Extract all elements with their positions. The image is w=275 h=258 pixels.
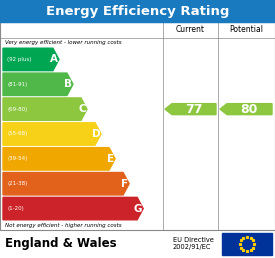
Text: E: E [106, 154, 114, 164]
Text: G: G [134, 204, 142, 214]
Polygon shape [3, 197, 143, 220]
Text: C: C [78, 104, 86, 114]
Text: (55-68): (55-68) [7, 132, 27, 136]
Bar [0, 22, 275, 230]
Bar [0, 0, 275, 22]
Text: (69-80): (69-80) [7, 107, 27, 112]
Text: D: D [92, 129, 100, 139]
Text: Energy Efficiency Rating: Energy Efficiency Rating [46, 4, 229, 18]
Text: (21-38): (21-38) [7, 181, 27, 186]
Polygon shape [3, 123, 101, 145]
Text: 77: 77 [185, 103, 202, 116]
Text: Not energy efficient - higher running costs: Not energy efficient - higher running co… [5, 223, 122, 228]
Text: (81-91): (81-91) [7, 82, 27, 87]
Text: England & Wales: England & Wales [5, 238, 117, 251]
Text: Very energy efficient - lower running costs: Very energy efficient - lower running co… [5, 40, 122, 45]
Text: 80: 80 [240, 103, 258, 116]
Bar [222, 233, 272, 255]
Polygon shape [3, 173, 129, 195]
Polygon shape [3, 73, 73, 95]
Polygon shape [3, 48, 59, 71]
Text: Potential: Potential [229, 26, 263, 35]
Text: F: F [120, 179, 128, 189]
Text: (92 plus): (92 plus) [7, 57, 31, 62]
Text: (1-20): (1-20) [7, 206, 24, 211]
Polygon shape [165, 104, 216, 115]
Polygon shape [220, 104, 272, 115]
Text: (39-54): (39-54) [7, 156, 27, 161]
Polygon shape [3, 148, 115, 170]
Text: Current: Current [176, 26, 205, 35]
Text: B: B [64, 79, 72, 89]
Text: A: A [50, 54, 58, 64]
Text: EU Directive
2002/91/EC: EU Directive 2002/91/EC [173, 238, 214, 251]
Polygon shape [3, 98, 87, 120]
